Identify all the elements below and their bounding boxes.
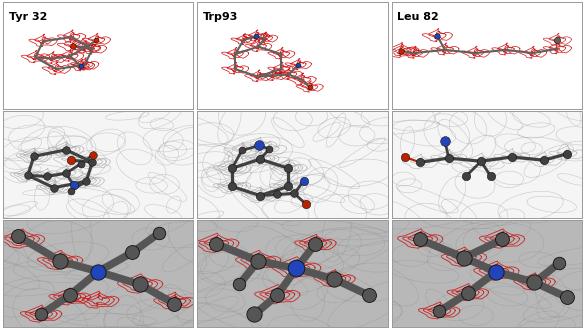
Text: Tyr 32: Tyr 32 — [9, 13, 47, 22]
Text: Leu 82: Leu 82 — [397, 13, 439, 22]
Text: Trp93: Trp93 — [203, 13, 238, 22]
